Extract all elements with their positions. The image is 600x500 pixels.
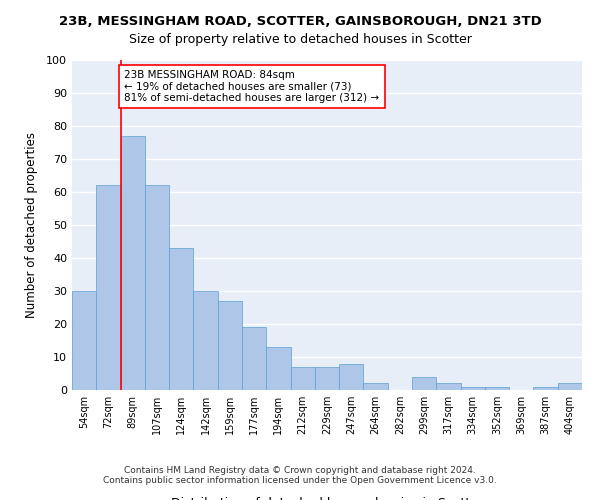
Bar xyxy=(169,248,193,390)
Bar xyxy=(533,386,558,390)
Text: 23B, MESSINGHAM ROAD, SCOTTER, GAINSBOROUGH, DN21 3TD: 23B, MESSINGHAM ROAD, SCOTTER, GAINSBORO… xyxy=(59,15,541,28)
Bar xyxy=(290,367,315,390)
Bar xyxy=(485,386,509,390)
Bar xyxy=(242,328,266,390)
Bar xyxy=(96,186,121,390)
Bar xyxy=(193,291,218,390)
X-axis label: Distribution of detached houses by size in Scotter: Distribution of detached houses by size … xyxy=(171,496,483,500)
Bar xyxy=(436,384,461,390)
Bar xyxy=(339,364,364,390)
Text: 23B MESSINGHAM ROAD: 84sqm
← 19% of detached houses are smaller (73)
81% of semi: 23B MESSINGHAM ROAD: 84sqm ← 19% of deta… xyxy=(124,70,379,103)
Bar xyxy=(145,186,169,390)
Bar xyxy=(266,347,290,390)
Bar xyxy=(315,367,339,390)
Y-axis label: Number of detached properties: Number of detached properties xyxy=(25,132,38,318)
Bar xyxy=(412,377,436,390)
Bar xyxy=(461,386,485,390)
Text: Contains HM Land Registry data © Crown copyright and database right 2024.
Contai: Contains HM Land Registry data © Crown c… xyxy=(103,466,497,485)
Bar xyxy=(558,384,582,390)
Bar xyxy=(218,301,242,390)
Bar xyxy=(364,384,388,390)
Bar xyxy=(72,291,96,390)
Bar xyxy=(121,136,145,390)
Text: Size of property relative to detached houses in Scotter: Size of property relative to detached ho… xyxy=(128,32,472,46)
